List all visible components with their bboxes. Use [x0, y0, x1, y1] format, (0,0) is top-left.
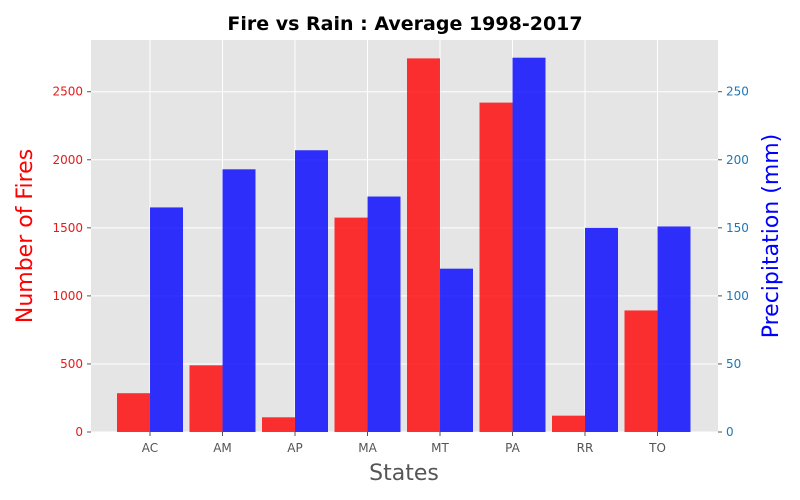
- bar-precipitation-RR: [585, 227, 618, 432]
- x-tick-label-AM: AM: [213, 441, 232, 455]
- chart-title: Fire vs Rain : Average 1998-2017: [227, 13, 582, 35]
- x-tick-label-MT: MT: [431, 441, 449, 455]
- x-tick-label-PA: PA: [505, 441, 520, 455]
- x-tick-label-AC: AC: [142, 441, 158, 455]
- y-right-tick-label: 50: [726, 357, 741, 371]
- bar-fires-RR: [552, 415, 585, 432]
- bar-fires-AC: [117, 393, 150, 432]
- bar-precipitation-AM: [222, 169, 256, 433]
- y-left-tick-label: 500: [60, 357, 83, 371]
- bars: [117, 57, 691, 433]
- bar-fires-AP: [262, 417, 295, 432]
- y-right-tick-label: 100: [726, 289, 749, 303]
- x-axis-label: States: [369, 461, 439, 486]
- bar-fires-MA: [334, 217, 368, 432]
- plot-area: [91, 40, 718, 432]
- bar-fires-TO: [624, 310, 658, 432]
- y-left-tick-label: 0: [75, 425, 83, 439]
- y-left-tick-label: 1000: [52, 289, 83, 303]
- bar-fires-AM: [189, 365, 223, 432]
- bar-fires-PA: [479, 102, 513, 432]
- bar-precipitation-AP: [295, 150, 328, 432]
- x-tick-label-TO: TO: [648, 441, 666, 455]
- bar-precipitation-MT: [440, 268, 473, 432]
- bar-fires-MT: [407, 58, 440, 432]
- x-tick-label-AP: AP: [287, 441, 302, 455]
- y-left-tick-label: 2500: [52, 85, 83, 99]
- y-axis-label-left: Number of Fires: [13, 149, 38, 323]
- bar-precipitation-PA: [512, 57, 546, 432]
- y-left-tick-label: 2000: [52, 153, 83, 167]
- y-right-tick-label: 0: [726, 425, 734, 439]
- y-right-tick-label: 150: [726, 221, 749, 235]
- bar-precipitation-AC: [150, 207, 183, 432]
- y-right-tick-label: 250: [726, 85, 749, 99]
- y-right-tick-label: 200: [726, 153, 749, 167]
- y-axis-label-right: Precipitation (mm): [759, 134, 784, 339]
- bar-precipitation-TO: [657, 226, 691, 432]
- x-tick-label-MA: MA: [358, 441, 377, 455]
- ticks: AC AM AP MA MT PA RR TO 0 500 1000 1500 2000 2500 0 50 1…: [52, 85, 748, 455]
- bar-precipitation-MA: [367, 196, 401, 432]
- x-tick-label-RR: RR: [577, 441, 594, 455]
- y-left-tick-label: 1500: [52, 221, 83, 235]
